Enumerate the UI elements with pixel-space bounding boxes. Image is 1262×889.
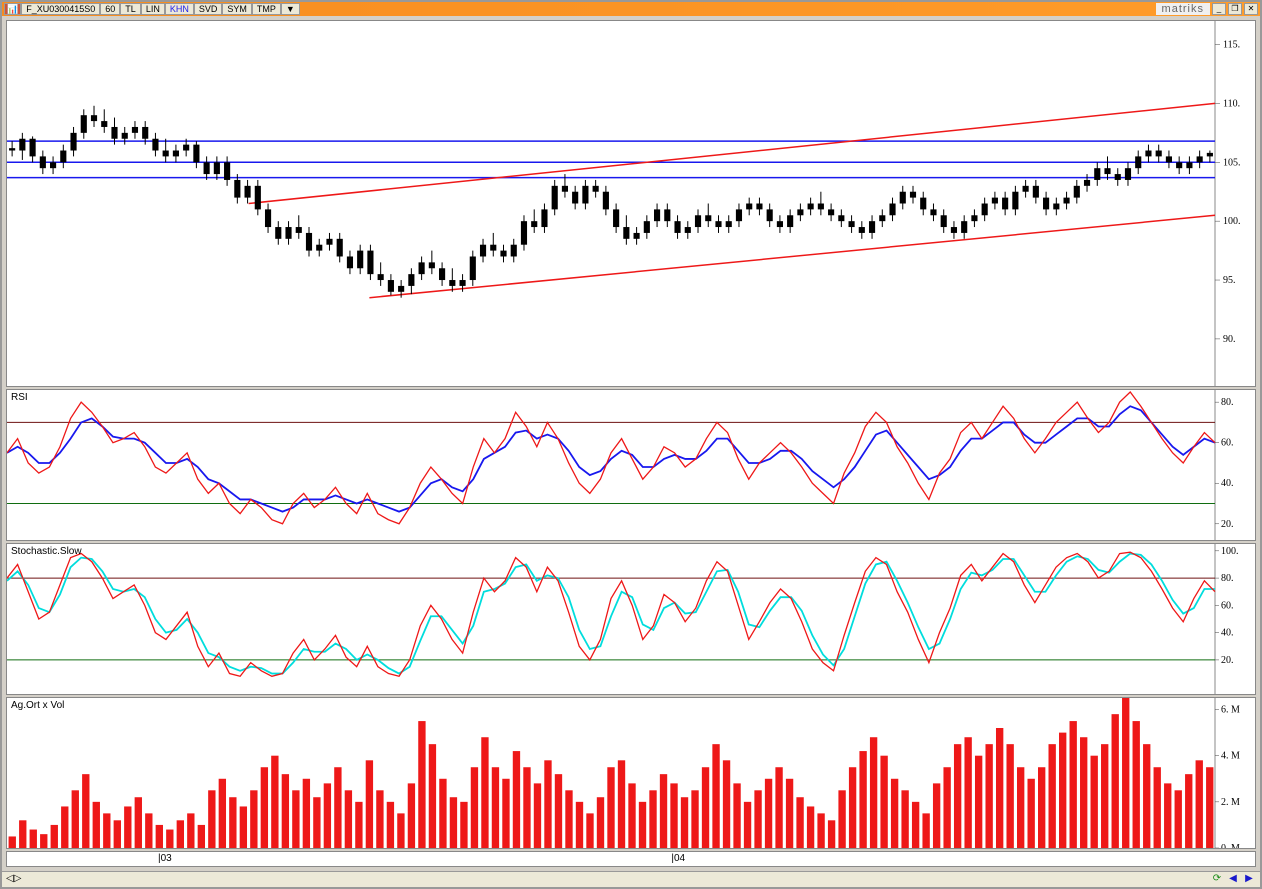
svg-text:80.: 80. xyxy=(1221,573,1234,584)
svg-text:20.: 20. xyxy=(1221,655,1234,666)
nav-prev-icon[interactable]: ◀ xyxy=(1226,873,1240,887)
volume-panel[interactable]: Ag.Ort x Vol 0. M 2. M 4. M 6. M xyxy=(6,697,1256,849)
nav-next-icon[interactable]: ▶ xyxy=(1242,873,1256,887)
svg-text:115.: 115. xyxy=(1223,40,1240,51)
svg-text:110.: 110. xyxy=(1223,98,1240,109)
rsi-label: RSI xyxy=(11,392,28,403)
svg-text:20.: 20. xyxy=(1221,519,1234,530)
tab-svd[interactable]: SVD xyxy=(194,3,223,15)
tab-tmp[interactable]: TMP xyxy=(252,3,281,15)
svg-text:0. M: 0. M xyxy=(1221,843,1240,848)
svg-text:6. M: 6. M xyxy=(1221,705,1240,716)
stochastic-panel[interactable]: Stochastic.Slow 20. 40. 60. 80. 100. xyxy=(6,543,1256,695)
x-tick: |04 xyxy=(671,853,685,864)
tab-lin[interactable]: LIN xyxy=(141,3,165,15)
refresh-icon[interactable]: ⟳ xyxy=(1210,873,1224,887)
rsi-panel[interactable]: RSI 20. 40. 60. 80. xyxy=(6,389,1256,541)
svg-text:100.: 100. xyxy=(1223,216,1241,227)
svg-text:40.: 40. xyxy=(1221,628,1234,639)
stoch-label: Stochastic.Slow xyxy=(11,546,82,557)
symbol-tab[interactable]: F_XU0300415S0 xyxy=(21,3,100,15)
x-tick: |03 xyxy=(158,853,172,864)
tab-tl[interactable]: TL xyxy=(120,3,141,15)
svg-text:80.: 80. xyxy=(1221,397,1234,408)
tab-khn[interactable]: KHN xyxy=(165,3,194,15)
svg-text:105.: 105. xyxy=(1223,157,1241,168)
svg-text:60.: 60. xyxy=(1221,600,1234,611)
tab-sym[interactable]: SYM xyxy=(222,3,252,15)
chart-mode-icon[interactable]: 📊 xyxy=(4,3,21,15)
svg-text:4. M: 4. M xyxy=(1221,751,1240,762)
svg-text:60.: 60. xyxy=(1221,438,1234,449)
brand-label: matriks xyxy=(1156,3,1210,15)
maximize-button[interactable]: ❐ xyxy=(1228,3,1242,15)
svg-text:90.: 90. xyxy=(1223,334,1236,345)
svg-text:40.: 40. xyxy=(1221,478,1234,489)
svg-text:2. M: 2. M xyxy=(1221,797,1240,808)
scroll-left-right-icon[interactable]: ◁▷ xyxy=(6,873,20,887)
svg-text:95.: 95. xyxy=(1223,275,1236,286)
minimize-button[interactable]: _ xyxy=(1212,3,1226,15)
svg-text:100.: 100. xyxy=(1221,546,1239,557)
x-axis: |03 |04 xyxy=(6,851,1256,867)
dropdown-button[interactable]: ▼ xyxy=(281,3,300,15)
status-bar: ◁▷ ⟳ ◀ ▶ xyxy=(2,871,1260,887)
volume-label: Ag.Ort x Vol xyxy=(11,700,64,711)
title-bar: 📊 F_XU0300415S0 60 TL LIN KHN SVD SYM TM… xyxy=(2,2,1260,16)
period-tab[interactable]: 60 xyxy=(100,3,120,15)
price-chart-panel[interactable]: 90. 95. 100. 105. 110. 115. xyxy=(6,20,1256,387)
close-button[interactable]: ✕ xyxy=(1244,3,1258,15)
